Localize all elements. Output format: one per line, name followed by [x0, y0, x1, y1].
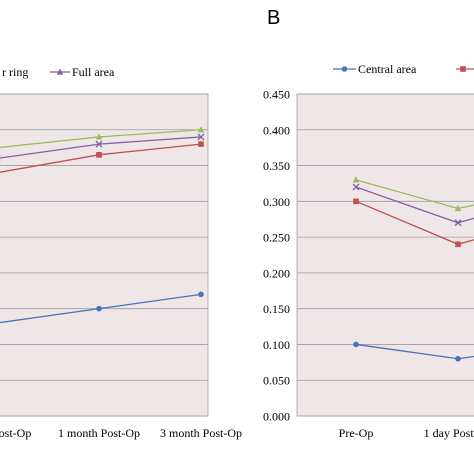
- data-point-1-day: [454, 219, 462, 227]
- x-tick-label-pre-op: Pre-Op: [339, 426, 374, 440]
- x-tick-label-1-day: 1 day Post-Op: [0, 426, 31, 440]
- legend-triangle-icon: [56, 68, 64, 75]
- y-tick-label: 0.400: [263, 123, 290, 137]
- legend-entry-central-area: Central area: [333, 62, 417, 76]
- data-point-1-month: [96, 305, 102, 312]
- y-tick-label: 0.050: [263, 374, 290, 388]
- data-point-1-month: [95, 133, 103, 140]
- y-tick-label: 0.100: [263, 338, 290, 352]
- x-tick-label-3-month: 3 month Post-Op: [160, 426, 242, 440]
- data-point-1-month: [95, 140, 103, 148]
- data-point-1-day: [455, 355, 461, 362]
- data-point-3-month: [198, 141, 204, 147]
- y-tick-label: 0.350: [263, 159, 290, 173]
- x-tick-label-1-day: 1 day Post-Op: [424, 426, 474, 440]
- legend-label: Central area: [358, 62, 417, 76]
- legend-label: r ring: [2, 65, 28, 79]
- panel-a-x-ticks: 1 day Post-Op 1 month Post-Op 3 month Post…: [0, 426, 242, 440]
- data-point-pre-op: [353, 341, 359, 348]
- y-tick-label: 0.450: [263, 88, 290, 102]
- panel-a-series: [0, 126, 205, 324]
- data-point-3-month: [198, 291, 204, 298]
- panel-a-gridlines: [0, 93, 208, 417]
- legend-label: Full area: [72, 65, 115, 79]
- data-point-pre-op: [353, 198, 359, 205]
- legend-entry-full-area: Full area: [50, 65, 115, 79]
- y-tick-label: 0.150: [263, 302, 290, 316]
- panel-b-series: [352, 176, 474, 362]
- panel-b-legend: Central area: [333, 62, 474, 76]
- y-tick-label: 0.000: [263, 410, 290, 424]
- data-point-1-day: [455, 241, 461, 248]
- data-point-3-month: [197, 126, 205, 133]
- legend-entry-cropped: [456, 66, 474, 72]
- data-point-1-month: [96, 152, 102, 158]
- panel-b-gridlines: [297, 93, 474, 417]
- data-point-pre-op: [352, 183, 360, 191]
- panel-a-legend: r ring Full area: [2, 65, 115, 79]
- panel-b-chart: B 0.000 0.050 0.100 0.150 0.200 0.250 0.300 0.3…: [263, 7, 474, 440]
- panel-b-letter: B: [267, 7, 280, 29]
- legend-square-icon: [460, 66, 466, 72]
- y-tick-label: 0.250: [263, 231, 290, 245]
- data-point-1-day: [454, 204, 462, 212]
- panel-a-plot-area: [0, 93, 209, 417]
- panel-a-chart: 1 day Post-Op 1 month Post-Op 3 month Post…: [0, 65, 242, 440]
- y-tick-label: 0.200: [263, 266, 290, 280]
- panel-b-plot-area: [296, 93, 474, 417]
- data-point-pre-op: [352, 176, 360, 183]
- x-tick-label-1-month: 1 month Post-Op: [58, 426, 140, 440]
- panel-b-x-ticks: Pre-Op 1 day Post-Op: [339, 426, 474, 440]
- panel-b-y-ticks: 0.000 0.050 0.100 0.150 0.200 0.250 0.300 0.350…: [263, 88, 290, 424]
- data-point-3-month: [197, 133, 205, 141]
- legend-circle-icon: [341, 66, 348, 72]
- y-tick-label: 0.300: [263, 195, 290, 209]
